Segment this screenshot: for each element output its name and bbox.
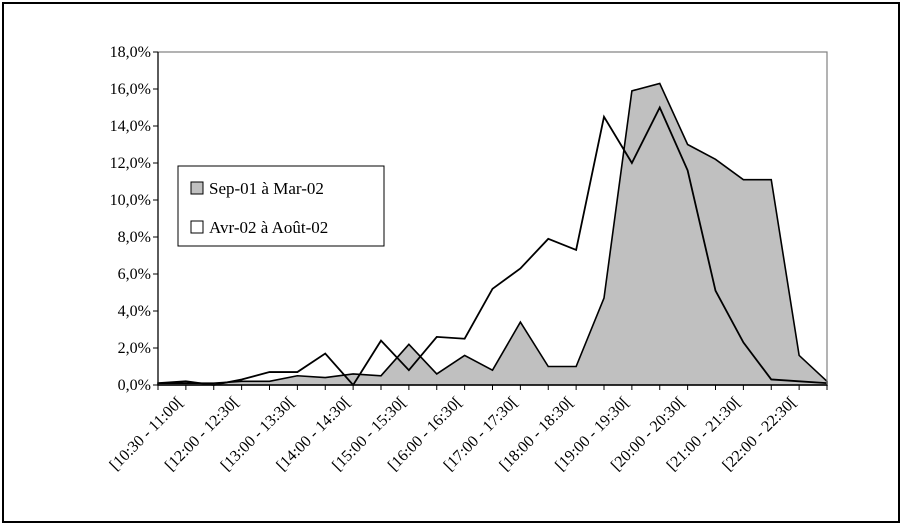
legend-box: [177, 165, 385, 247]
y-tick-label-3: 6,0%: [118, 266, 151, 283]
y-tick-label-2: 4,0%: [118, 303, 151, 320]
y-tick-label-6: 12,0%: [110, 155, 151, 172]
legend-swatch-sep-mar: [190, 181, 204, 195]
legend-swatch-avr-aout: [190, 220, 204, 234]
y-tick-label-0: 0,0%: [118, 377, 151, 394]
y-tick-label-4: 8,0%: [118, 229, 151, 246]
y-tick-label-1: 2,0%: [118, 340, 151, 357]
legend-label-avr-aout: Avr-02 à Août-02: [209, 218, 328, 237]
y-tick-label-8: 16,0%: [110, 81, 151, 98]
y-tick-label-9: 18,0%: [110, 44, 151, 61]
legend: Sep-01 à Mar-02 Avr-02 à Août-02: [177, 165, 385, 247]
series-area-sep-mar: [157, 82, 828, 386]
y-tick-label-7: 14,0%: [110, 118, 151, 135]
legend-label-sep-mar: Sep-01 à Mar-02: [209, 179, 324, 198]
series-line-avr-aout: [157, 105, 828, 387]
y-tick-label-5: 10,0%: [110, 192, 151, 209]
